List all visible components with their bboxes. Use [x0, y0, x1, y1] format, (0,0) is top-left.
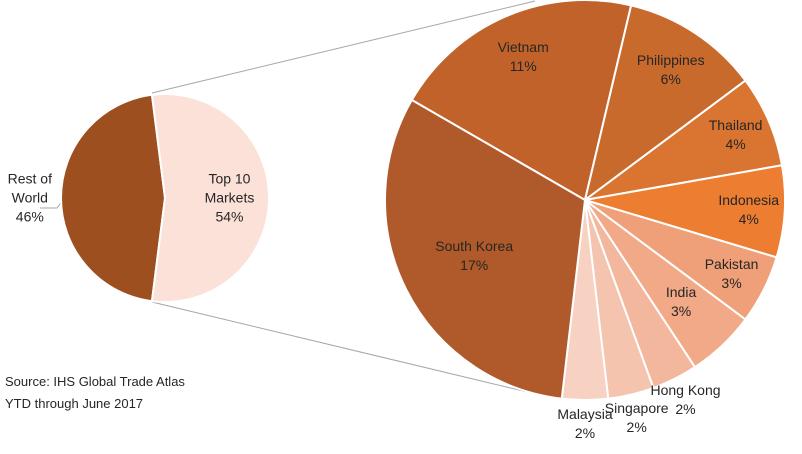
pie-slice — [583, 4, 747, 203]
pie-slice — [410, 0, 633, 202]
slice-name: Rest of World — [7, 170, 52, 206]
slice-name: Singapore — [604, 399, 669, 416]
slice-name: Indonesia — [718, 191, 780, 208]
pie-slice — [384, 98, 587, 400]
slice-value: 11% — [509, 57, 537, 74]
slice-value: 3% — [721, 274, 742, 291]
slice-value: 46% — [15, 208, 44, 225]
slice-name: Top 10 Markets — [204, 170, 255, 206]
source-note: Source: IHS Global Trade Atlas — [5, 374, 185, 389]
slice-value: 2% — [626, 418, 647, 435]
slice-value: 2% — [675, 401, 696, 418]
slice-label: Rest of World 46% — [0, 170, 61, 227]
slice-label: South Korea 17% — [435, 237, 513, 275]
slice-name: India — [665, 283, 697, 300]
slice-label: Pakistan 3% — [705, 255, 759, 293]
slice-label: Singapore 2% — [605, 399, 669, 437]
slice-value: 17% — [460, 256, 489, 273]
slice-label: Top 10 Markets 54% — [198, 170, 260, 227]
slice-value: 4% — [725, 136, 746, 153]
slice-label: Thailand 4% — [709, 116, 763, 154]
slice-label: Vietnam 11% — [498, 38, 549, 76]
slice-label: Hong Kong 2% — [650, 381, 720, 419]
slice-value: 2% — [574, 425, 596, 441]
slice-value: 6% — [660, 70, 681, 87]
slice-label: Philippines 6% — [637, 51, 705, 89]
slice-value: 3% — [670, 302, 692, 319]
slice-name: Pakistan — [704, 255, 759, 272]
slice-name: Vietnam — [497, 38, 549, 55]
slice-value: 54% — [215, 208, 244, 225]
slice-name: Malaysia — [557, 406, 613, 422]
slice-label: Indonesia 4% — [718, 191, 779, 229]
pie-slice — [150, 93, 270, 303]
connector-line — [151, 0, 536, 94]
slice-name: Thailand — [708, 117, 763, 134]
slice-value: 4% — [738, 210, 759, 227]
slice-name: Philippines — [636, 51, 705, 68]
slice-name: Hong Kong — [650, 382, 721, 399]
connector-line — [151, 301, 549, 398]
source-note: YTD through June 2017 — [5, 396, 144, 411]
slice-label: India 3% — [666, 283, 696, 321]
slice-label: Malaysia 2% — [557, 405, 612, 443]
slice-name: South Korea — [435, 237, 514, 254]
pie-slice — [60, 93, 167, 303]
